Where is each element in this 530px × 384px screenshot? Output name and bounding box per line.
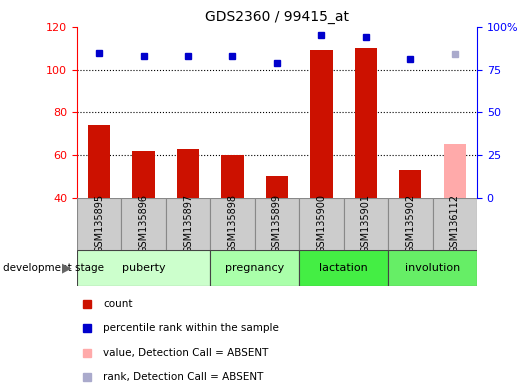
Text: value, Detection Call = ABSENT: value, Detection Call = ABSENT: [103, 348, 269, 358]
Text: GSM135900: GSM135900: [316, 194, 326, 253]
Bar: [299, 250, 388, 286]
Text: percentile rank within the sample: percentile rank within the sample: [103, 323, 279, 333]
Bar: [444, 144, 466, 198]
Bar: [310, 50, 332, 198]
Bar: [77, 250, 210, 286]
Bar: [121, 198, 166, 250]
Text: puberty: puberty: [122, 263, 165, 273]
Text: ▶: ▶: [62, 262, 72, 274]
Text: development stage: development stage: [3, 263, 104, 273]
Text: GSM135899: GSM135899: [272, 194, 282, 253]
Bar: [266, 176, 288, 198]
Text: pregnancy: pregnancy: [225, 263, 284, 273]
Bar: [399, 170, 421, 198]
Text: count: count: [103, 299, 133, 309]
Bar: [388, 198, 432, 250]
Text: GSM135896: GSM135896: [138, 194, 148, 253]
Title: GDS2360 / 99415_at: GDS2360 / 99415_at: [205, 10, 349, 25]
Bar: [343, 198, 388, 250]
Text: involution: involution: [405, 263, 460, 273]
Bar: [432, 198, 477, 250]
Text: GSM135898: GSM135898: [227, 194, 237, 253]
Text: GSM136112: GSM136112: [450, 194, 460, 253]
Text: GSM135895: GSM135895: [94, 194, 104, 253]
Bar: [77, 198, 121, 250]
Text: rank, Detection Call = ABSENT: rank, Detection Call = ABSENT: [103, 372, 264, 382]
Text: lactation: lactation: [319, 263, 368, 273]
Text: GSM135902: GSM135902: [405, 194, 416, 253]
Bar: [88, 125, 110, 198]
Bar: [132, 151, 155, 198]
Bar: [388, 250, 477, 286]
Bar: [210, 250, 299, 286]
Bar: [222, 155, 244, 198]
Bar: [355, 48, 377, 198]
Bar: [177, 149, 199, 198]
Bar: [299, 198, 343, 250]
Text: GSM135897: GSM135897: [183, 194, 193, 253]
Bar: [255, 198, 299, 250]
Bar: [210, 198, 255, 250]
Bar: [166, 198, 210, 250]
Text: GSM135901: GSM135901: [361, 194, 371, 253]
